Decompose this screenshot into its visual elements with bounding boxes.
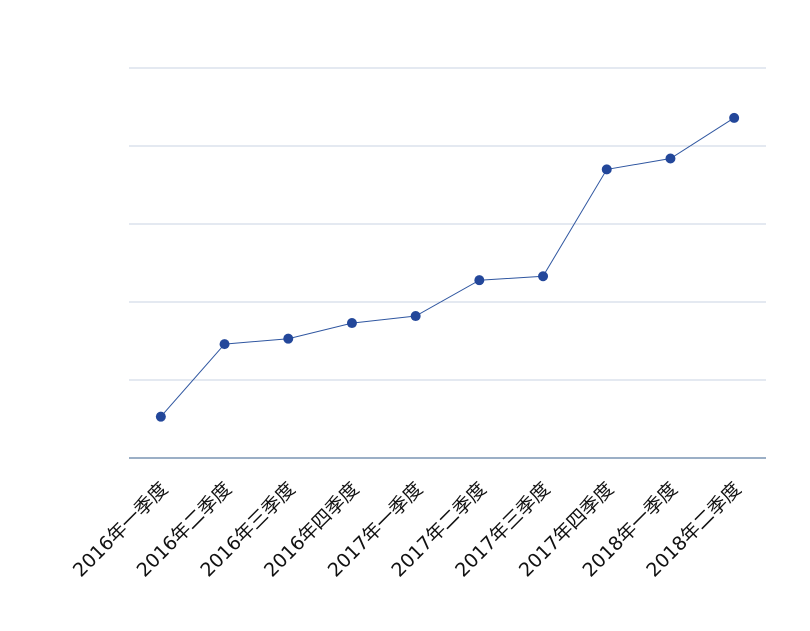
series-line [160,117,735,418]
data-point-3 [283,333,294,344]
data-point-5 [410,311,421,322]
data-point-2 [219,339,230,350]
data-point-6 [474,275,485,286]
data-point-9 [665,153,676,164]
data-points [155,112,740,422]
data-point-10 [729,112,740,123]
data-point-4 [346,318,357,329]
series-line-group [160,117,735,418]
x-tick-labels: 2016年一季度2016年二季度2016年三季度2016年四季度2017年一季度… [69,478,746,581]
data-point-7 [538,271,549,282]
data-point-8 [601,164,612,175]
data-point-1 [155,411,166,422]
gridlines [129,67,766,381]
